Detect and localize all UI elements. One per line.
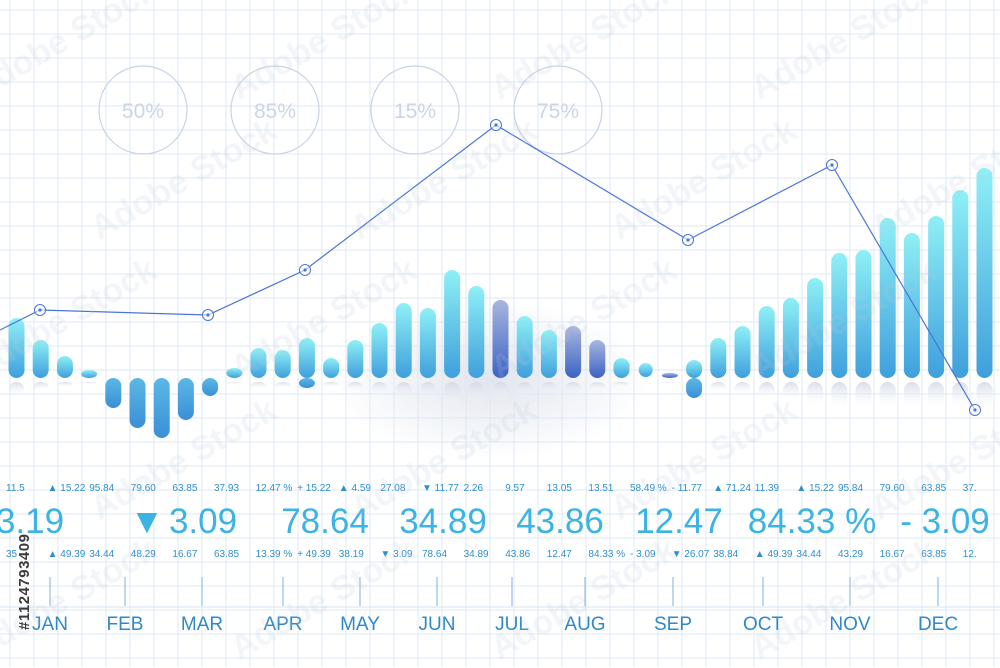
bar-reflection (468, 382, 484, 405)
bar-reflection (275, 382, 291, 389)
bar-reflection (81, 382, 97, 384)
ticker-top-item: 11.39 (755, 483, 780, 494)
gauge-label: 75% (537, 100, 579, 123)
bar-reflection (662, 382, 678, 383)
bar-reflection (347, 382, 363, 392)
line-point-core (303, 268, 306, 271)
ticker-top-item: 95.84 (838, 483, 863, 494)
ticker-top-item: 37.93 (214, 483, 239, 494)
ticker-bottom-item: ▲ 49.39 (48, 549, 86, 560)
month-label: MAR (181, 614, 223, 635)
ticker-bottom-item: 13.39 % (256, 549, 293, 560)
ticker-bottom-item: 34.44 (796, 549, 821, 560)
bar-up (323, 358, 339, 378)
line-point-core (206, 313, 209, 316)
bar-up (57, 356, 73, 378)
bar-reflection (396, 382, 412, 401)
bar-reflection (807, 382, 823, 407)
bar-reflection (856, 382, 872, 412)
bar-up (710, 338, 726, 378)
ticker-top-item: 13.05 (547, 483, 572, 494)
bar-up (952, 190, 968, 378)
ticker-big-value: 34.89 (399, 502, 487, 541)
bar-up (468, 286, 484, 378)
bar-up (686, 360, 702, 378)
ticker-bottom-item: 34.89 (464, 549, 489, 560)
stock-id-text: #1124793409 (16, 534, 33, 630)
bar-up (977, 168, 993, 378)
bar-up (372, 323, 388, 378)
ticker-bottom-item: 16.67 (172, 549, 197, 560)
bar-down (130, 378, 146, 428)
ticker-bottom-item: + 49.39 (297, 549, 331, 560)
bar-up (81, 370, 97, 378)
bar-reflection (420, 382, 436, 400)
line-point-core (830, 163, 833, 166)
ticker-bottom-item: 12.47 (547, 549, 572, 560)
gauge-label: 50% (122, 100, 164, 123)
line-point-core (686, 238, 689, 241)
bar-reflection (952, 382, 968, 412)
bar-up (662, 373, 678, 378)
month-label: MAY (340, 614, 380, 635)
bar-reflection (9, 382, 25, 397)
ticker-big-value: 43.86 (516, 502, 604, 541)
bar-down (202, 378, 218, 396)
stock-id: #1124793409 (2, 420, 42, 650)
bar-reflection (565, 382, 581, 395)
bar-up (396, 303, 412, 378)
bar-reflection (735, 382, 751, 395)
bar-reflection (880, 382, 896, 412)
bar-up (614, 358, 630, 378)
ticker-top-item: 2.26 (464, 483, 484, 494)
ticker-top-item: ▲ 71.24 (713, 483, 751, 494)
bar-reflection (710, 382, 726, 392)
bar-reflection (904, 382, 920, 412)
bar-up (420, 308, 436, 378)
bar-reflection (251, 382, 267, 390)
ticker-top-item: 37. (963, 483, 977, 494)
month-label: FEB (107, 614, 144, 635)
ticker-bottom-item: 78.64 (422, 549, 447, 560)
ticker-top-item: 9.57 (505, 483, 525, 494)
bar-down (154, 378, 170, 438)
bar-reflection (323, 382, 339, 387)
ticker-top-item: ▲ 15.22 (48, 483, 86, 494)
bar-up (444, 270, 460, 378)
bar-reflection (614, 382, 630, 387)
bar-down (105, 378, 121, 408)
bar-dot (639, 363, 653, 377)
bar-reflection (372, 382, 388, 396)
bar-down (686, 378, 702, 398)
ticker-big-value: 84.33 % (748, 502, 876, 541)
bar-reflection (33, 382, 49, 392)
ticker-bottom-item: 38.84 (713, 549, 738, 560)
bar-reflection (589, 382, 605, 392)
bar-up (347, 340, 363, 378)
ticker-bottom-item: 43.29 (838, 549, 863, 560)
bar-reflection (831, 382, 847, 412)
ticker-bottom-item: 12. (963, 549, 977, 560)
bar-down (178, 378, 194, 420)
bar-up (589, 340, 605, 378)
gauge-label: 15% (394, 100, 436, 123)
ticker-big-value: 3.09 (169, 502, 237, 541)
ticker-top-item: 12.47 % (256, 483, 293, 494)
month-label: JUN (419, 614, 456, 635)
ticker-top-item: ▲ 15.22 (796, 483, 834, 494)
ticker-top-item: + 15.22 (297, 483, 331, 494)
line-point-core (973, 408, 976, 411)
ticker-bottom-item: 63.85 (214, 549, 239, 560)
month-label: SEP (654, 614, 692, 635)
bar-reflection (541, 382, 557, 394)
bar-down (299, 378, 315, 388)
ticker-bottom-item: ▲ 49.39 (755, 549, 793, 560)
bar-reflection (928, 382, 944, 412)
bar-reflection (444, 382, 460, 409)
ticker-bottom-item: 43.86 (505, 549, 530, 560)
bar-reflection (57, 382, 73, 388)
month-label: DEC (918, 614, 958, 635)
